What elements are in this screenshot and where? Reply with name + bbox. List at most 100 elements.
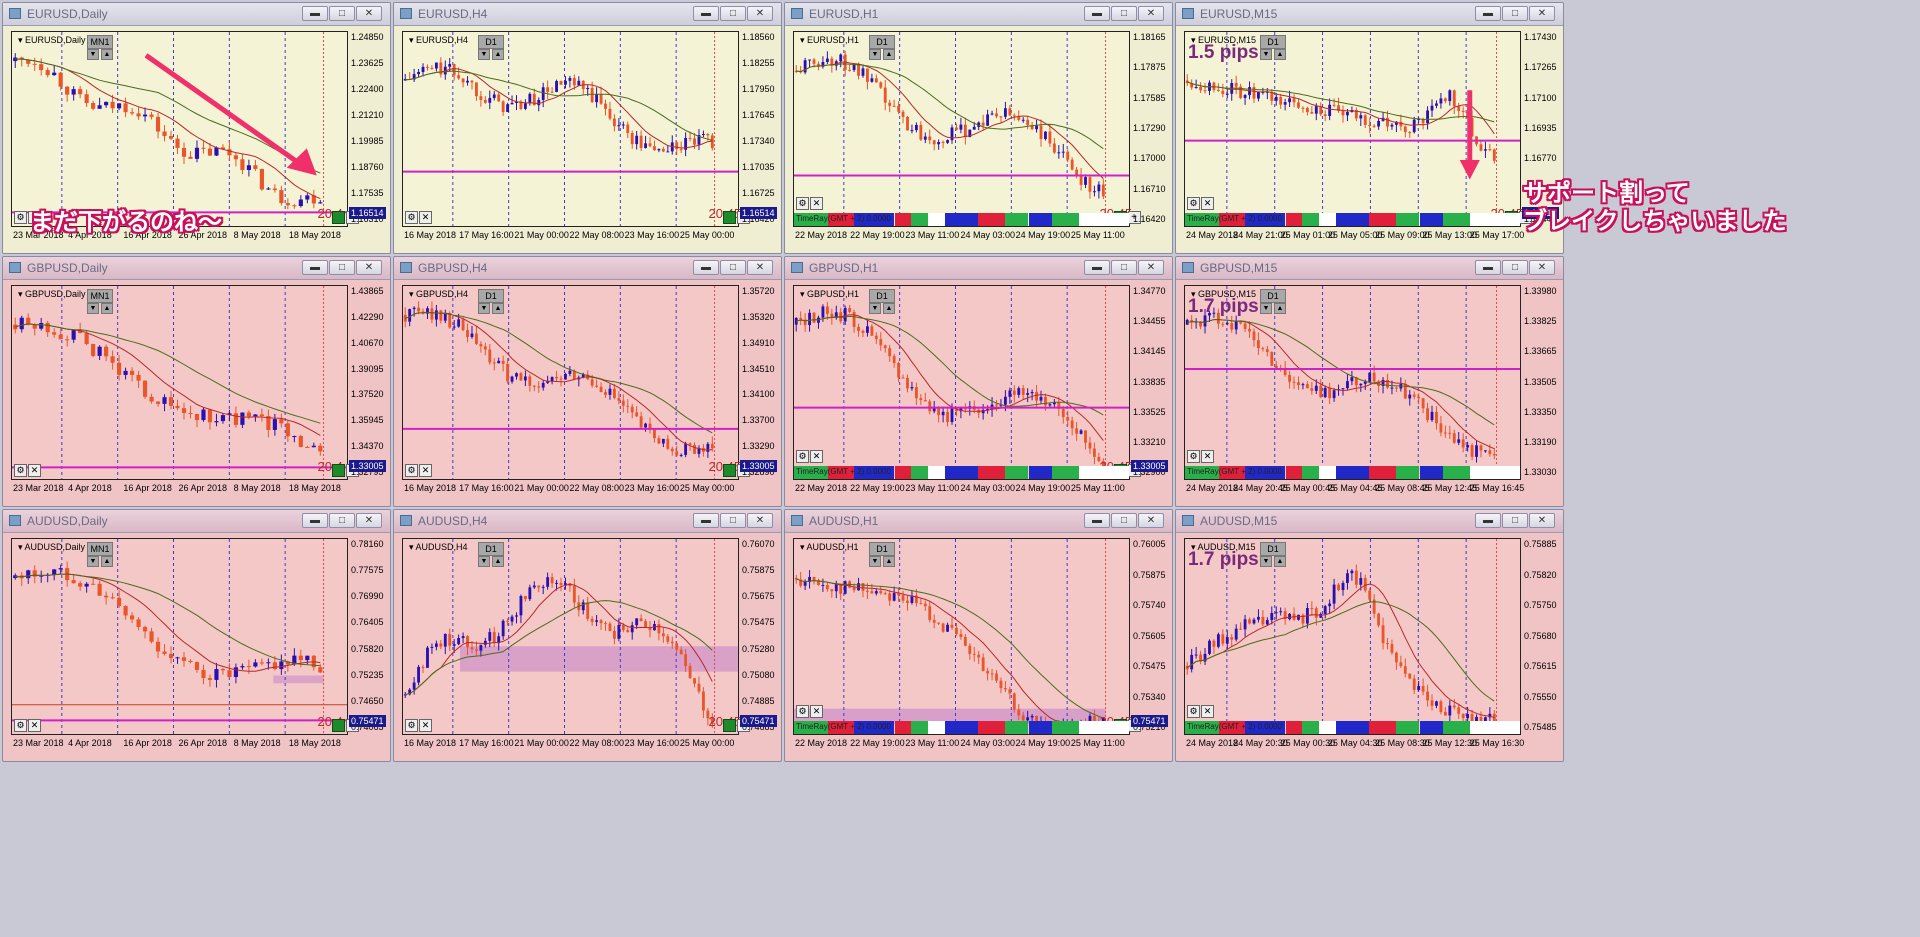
chart-close-icon[interactable]: ✕	[28, 464, 41, 477]
timeframe-prev-button[interactable]: ▼	[869, 303, 881, 314]
timeframe-prev-button[interactable]: ▼	[869, 556, 881, 567]
window-titlebar[interactable]: EURUSD,Daily ▬ □ ✕	[3, 3, 390, 26]
minimize-button[interactable]: ▬	[1084, 513, 1110, 528]
window-titlebar[interactable]: AUDUSD,M15 ▬ □ ✕	[1176, 510, 1563, 533]
dropdown-icon[interactable]: ▾	[1191, 289, 1199, 299]
window-titlebar[interactable]: GBPUSD,M15 ▬ □ ✕	[1176, 257, 1563, 280]
minimize-button[interactable]: ▬	[1475, 260, 1501, 275]
timeframe-button[interactable]: D1	[1260, 289, 1286, 303]
green-toggle-button[interactable]	[722, 211, 736, 224]
chart-close-icon[interactable]: ✕	[810, 197, 823, 210]
chart-close-icon[interactable]: ✕	[1201, 450, 1214, 463]
close-button[interactable]: ✕	[1529, 513, 1555, 528]
minimize-button[interactable]: ▬	[693, 513, 719, 528]
chart-close-icon[interactable]: ✕	[810, 450, 823, 463]
minimize-button[interactable]: ▬	[693, 6, 719, 21]
timeframe-next-button[interactable]: ▲	[1274, 303, 1286, 314]
chart-close-icon[interactable]: ✕	[810, 705, 823, 718]
timeframe-button[interactable]: MN1	[87, 35, 113, 49]
timeframe-next-button[interactable]: ▲	[1274, 556, 1286, 567]
timeframe-prev-button[interactable]: ▼	[1260, 556, 1272, 567]
chart-tool-icon[interactable]: ⚙	[1187, 705, 1200, 718]
minimize-button[interactable]: ▬	[693, 260, 719, 275]
dropdown-icon[interactable]: ▾	[18, 289, 26, 299]
minimize-button[interactable]: ▬	[302, 6, 328, 21]
chart-tool-icon[interactable]: ⚙	[1187, 450, 1200, 463]
chart-tool-icon[interactable]: ⚙	[405, 464, 418, 477]
chart-tool-icon[interactable]: ⚙	[1187, 197, 1200, 210]
chart-window[interactable]: GBPUSD,Daily ▬ □ ✕ ▾ GBPUSD,Daily MN1 ▼ ▲ 20:4 ⚙ ✕…	[2, 256, 391, 507]
maximize-button[interactable]: □	[1502, 6, 1528, 21]
chart-close-icon[interactable]: ✕	[419, 719, 432, 732]
timeframe-button[interactable]: D1	[478, 542, 504, 556]
maximize-button[interactable]: □	[1111, 513, 1137, 528]
timeframe-prev-button[interactable]: ▼	[869, 49, 881, 60]
green-toggle-button[interactable]	[331, 464, 345, 477]
green-toggle-button[interactable]	[331, 719, 345, 732]
close-button[interactable]: ✕	[1138, 260, 1164, 275]
chart-window[interactable]: EURUSD,Daily ▬ □ ✕ ▾ EURUSD,Daily MN1 ▼ ▲ 20:4 ⚙ ✕…	[2, 2, 391, 254]
chart-tool-icon[interactable]: ⚙	[14, 464, 27, 477]
chart-tool-icon[interactable]: ⚙	[405, 719, 418, 732]
price-chart[interactable]: ▾ AUDUSD,M15 D1 ▼ ▲ 1.7 pips ⚙ ✕ TimeRay(GMT + …	[1184, 538, 1521, 735]
timeframe-prev-button[interactable]: ▼	[87, 303, 99, 314]
chart-window[interactable]: GBPUSD,H1▬□✕▾ GBPUSD,H1D1▼▲20:45⚙✕+TimeR…	[784, 256, 1173, 507]
close-button[interactable]: ✕	[747, 260, 773, 275]
close-button[interactable]: ✕	[1138, 6, 1164, 21]
green-toggle-button[interactable]	[722, 464, 736, 477]
dropdown-icon[interactable]: ▾	[1191, 542, 1198, 552]
dropdown-icon[interactable]: ▾	[18, 542, 25, 552]
timeframe-button[interactable]: D1	[478, 35, 504, 49]
timeframe-button[interactable]: D1	[869, 35, 895, 49]
dropdown-icon[interactable]: ▾	[409, 542, 416, 552]
timeframe-prev-button[interactable]: ▼	[478, 303, 490, 314]
timeframe-next-button[interactable]: ▲	[1274, 49, 1286, 60]
chart-close-icon[interactable]: ✕	[1201, 705, 1214, 718]
timeframe-button[interactable]: MN1	[87, 289, 113, 303]
timeframe-prev-button[interactable]: ▼	[87, 49, 99, 60]
dropdown-icon[interactable]: ▾	[409, 289, 417, 299]
timeframe-button[interactable]: MN1	[87, 542, 113, 556]
window-titlebar[interactable]: AUDUSD,H1 ▬ □ ✕	[785, 510, 1172, 533]
green-toggle-button[interactable]	[331, 211, 345, 224]
chart-close-icon[interactable]: ✕	[419, 464, 432, 477]
timeframe-next-button[interactable]: ▲	[492, 49, 504, 60]
timeframe-next-button[interactable]: ▲	[883, 556, 895, 567]
timeframe-next-button[interactable]: ▲	[883, 303, 895, 314]
minimize-button[interactable]: ▬	[1475, 6, 1501, 21]
chart-tool-icon[interactable]: ⚙	[405, 211, 418, 224]
timeframe-next-button[interactable]: ▲	[492, 556, 504, 567]
dropdown-icon[interactable]: ▾	[409, 35, 417, 45]
chart-window[interactable]: EURUSD,H4▬□✕▾ EURUSD,H4D1▼▲20:45⚙✕+1.185…	[393, 2, 782, 254]
chart-close-icon[interactable]: ✕	[28, 719, 41, 732]
timeframe-next-button[interactable]: ▲	[101, 303, 113, 314]
chart-window[interactable]: AUDUSD,H4▬□✕▾ AUDUSD,H4D1▼▲20:45⚙✕+0.760…	[393, 509, 782, 762]
timeframe-next-button[interactable]: ▲	[101, 49, 113, 60]
green-toggle-button[interactable]	[722, 719, 736, 732]
chart-window[interactable]: AUDUSD,Daily ▬ □ ✕ ▾ AUDUSD,Daily MN1 ▼ ▲ 20:4 ⚙ ✕…	[2, 509, 391, 762]
close-button[interactable]: ✕	[356, 260, 382, 275]
chart-window[interactable]: AUDUSD,H1▬□✕▾ AUDUSD,H1D1▼▲20:45⚙✕+TimeR…	[784, 509, 1173, 762]
dropdown-icon[interactable]: ▾	[1191, 35, 1199, 45]
maximize-button[interactable]: □	[1502, 513, 1528, 528]
window-titlebar[interactable]: GBPUSD,H4 ▬ □ ✕	[394, 257, 781, 280]
chart-tool-icon[interactable]: ⚙	[796, 705, 809, 718]
timeframe-prev-button[interactable]: ▼	[1260, 49, 1272, 60]
chart-window[interactable]: EURUSD,H1▬□✕▾ EURUSD,H1D1▼▲20:45⚙✕+TimeR…	[784, 2, 1173, 254]
minimize-button[interactable]: ▬	[1475, 513, 1501, 528]
price-chart[interactable]: ▾ GBPUSD,M15 D1 ▼ ▲ 1.7 pips ⚙ ✕ TimeRay(GMT + …	[1184, 285, 1521, 480]
chart-close-icon[interactable]: ✕	[1201, 197, 1214, 210]
timeframe-next-button[interactable]: ▲	[101, 556, 113, 567]
dropdown-icon[interactable]: ▾	[18, 35, 26, 45]
timeframe-prev-button[interactable]: ▼	[478, 556, 490, 567]
close-button[interactable]: ✕	[747, 513, 773, 528]
timeframe-next-button[interactable]: ▲	[883, 49, 895, 60]
timeframe-prev-button[interactable]: ▼	[478, 49, 490, 60]
